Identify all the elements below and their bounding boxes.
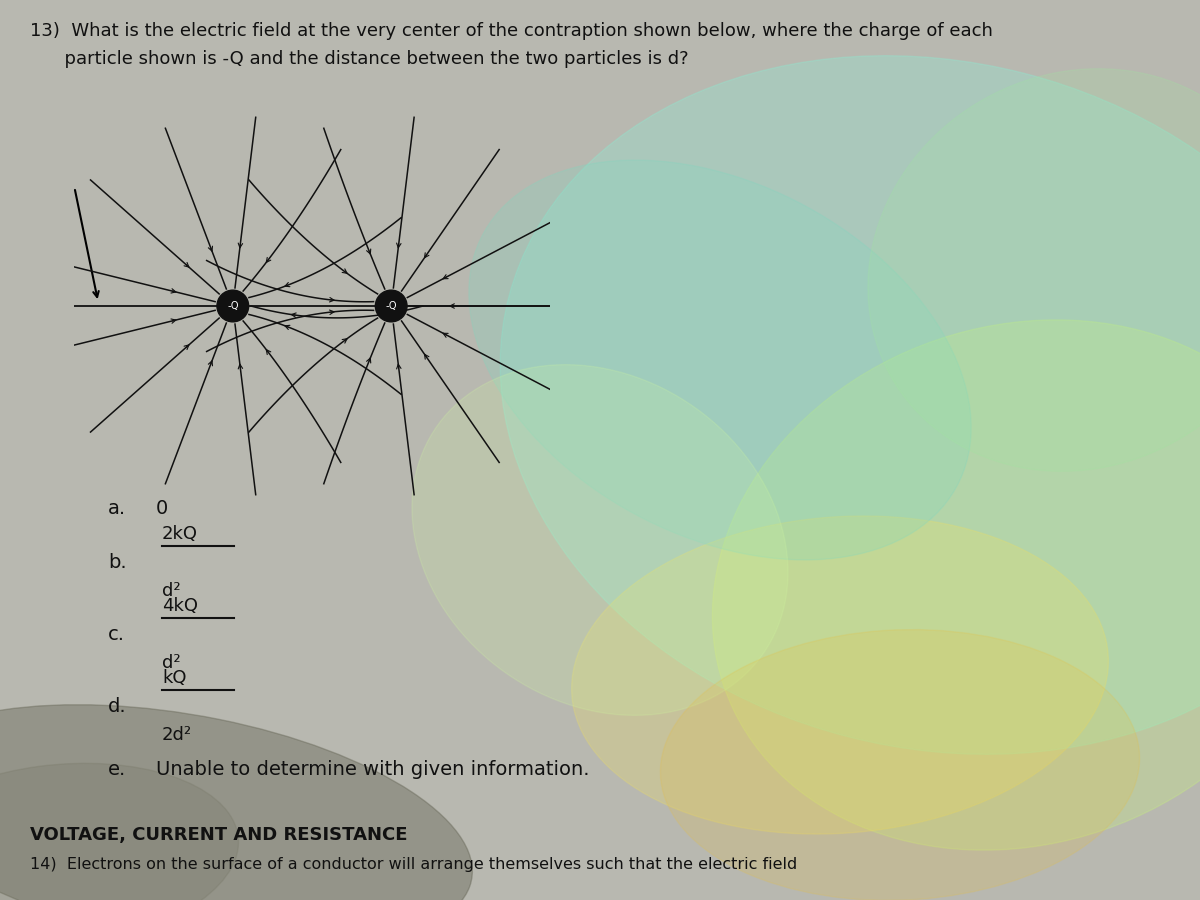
Text: VOLTAGE, CURRENT AND RESISTANCE: VOLTAGE, CURRENT AND RESISTANCE xyxy=(30,826,408,844)
Text: -Q: -Q xyxy=(227,301,239,311)
Text: e.: e. xyxy=(108,760,126,779)
Text: d.: d. xyxy=(108,697,127,716)
Text: 13)  What is the electric field at the very center of the contraption shown belo: 13) What is the electric field at the ve… xyxy=(30,22,992,40)
Text: Unable to determine with given information.: Unable to determine with given informati… xyxy=(156,760,589,779)
Ellipse shape xyxy=(0,763,239,900)
Text: 0: 0 xyxy=(156,499,168,518)
Text: 4kQ: 4kQ xyxy=(162,597,198,615)
Text: a.: a. xyxy=(108,499,126,518)
Text: b.: b. xyxy=(108,553,127,572)
Ellipse shape xyxy=(571,516,1109,834)
Text: 2kQ: 2kQ xyxy=(162,525,198,543)
Text: 14)  Electrons on the surface of a conductor will arrange themselves such that t: 14) Electrons on the surface of a conduc… xyxy=(30,857,797,872)
Ellipse shape xyxy=(660,630,1140,900)
Circle shape xyxy=(376,290,407,322)
Ellipse shape xyxy=(412,364,788,716)
Ellipse shape xyxy=(469,160,971,560)
Text: kQ: kQ xyxy=(162,669,186,687)
Text: -Q: -Q xyxy=(385,301,397,311)
Text: d²: d² xyxy=(162,654,181,672)
Text: c.: c. xyxy=(108,625,125,644)
Ellipse shape xyxy=(500,56,1200,754)
Text: d²: d² xyxy=(162,582,181,600)
Circle shape xyxy=(217,290,248,322)
Ellipse shape xyxy=(0,705,473,900)
Text: 2d²: 2d² xyxy=(162,726,192,744)
Text: particle shown is -Q and the distance between the two particles is d?: particle shown is -Q and the distance be… xyxy=(30,50,689,68)
Ellipse shape xyxy=(868,68,1200,472)
Ellipse shape xyxy=(713,320,1200,850)
